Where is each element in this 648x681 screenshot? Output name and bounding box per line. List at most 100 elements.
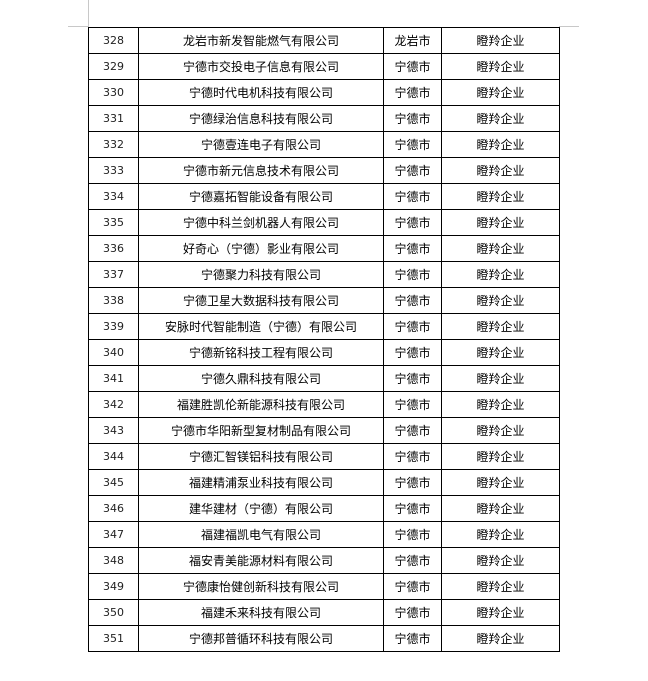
table-row: 345 福建精浦泵业科技有限公司 宁德市 瞪羚企业 (88, 469, 560, 496)
city: 宁德市 (383, 131, 442, 158)
category: 瞪羚企业 (441, 261, 560, 288)
company-name: 宁德时代电机科技有限公司 (138, 79, 384, 106)
category: 瞪羚企业 (441, 235, 560, 262)
city: 宁德市 (383, 287, 442, 314)
row-number: 349 (88, 573, 139, 600)
table-row: 346 建华建材（宁德）有限公司 宁德市 瞪羚企业 (88, 495, 560, 522)
company-name: 福建精浦泵业科技有限公司 (138, 469, 384, 496)
city: 宁德市 (383, 625, 442, 652)
category: 瞪羚企业 (441, 287, 560, 314)
row-number: 350 (88, 599, 139, 626)
table-row: 331 宁德绿治信息科技有限公司 宁德市 瞪羚企业 (88, 105, 560, 132)
row-number: 351 (88, 625, 139, 652)
category: 瞪羚企业 (441, 157, 560, 184)
row-number: 335 (88, 209, 139, 236)
table-row: 338 宁德卫星大数据科技有限公司 宁德市 瞪羚企业 (88, 287, 560, 314)
table-row: 332 宁德壹连电子有限公司 宁德市 瞪羚企业 (88, 131, 560, 158)
row-number: 334 (88, 183, 139, 210)
company-name: 宁德聚力科技有限公司 (138, 261, 384, 288)
category: 瞪羚企业 (441, 105, 560, 132)
table-row: 339 安脉时代智能制造（宁德）有限公司 宁德市 瞪羚企业 (88, 313, 560, 340)
company-name: 宁德邦普循环科技有限公司 (138, 625, 384, 652)
city: 宁德市 (383, 417, 442, 444)
company-name: 宁德卫星大数据科技有限公司 (138, 287, 384, 314)
city: 宁德市 (383, 391, 442, 418)
row-number: 338 (88, 287, 139, 314)
city: 宁德市 (383, 365, 442, 392)
crop-mark (88, 0, 89, 27)
category: 瞪羚企业 (441, 79, 560, 106)
row-number: 344 (88, 443, 139, 470)
row-number: 347 (88, 521, 139, 548)
table-row: 342 福建胜凯伦新能源科技有限公司 宁德市 瞪羚企业 (88, 391, 560, 418)
table-row: 334 宁德嘉拓智能设备有限公司 宁德市 瞪羚企业 (88, 183, 560, 210)
category: 瞪羚企业 (441, 521, 560, 548)
company-name: 福建福凯电气有限公司 (138, 521, 384, 548)
row-number: 348 (88, 547, 139, 574)
category: 瞪羚企业 (441, 599, 560, 626)
city: 宁德市 (383, 313, 442, 340)
company-name: 龙岩市新发智能燃气有限公司 (138, 27, 384, 54)
category: 瞪羚企业 (441, 53, 560, 80)
company-name: 福建禾来科技有限公司 (138, 599, 384, 626)
table-row: 329 宁德市交投电子信息有限公司 宁德市 瞪羚企业 (88, 53, 560, 80)
city: 宁德市 (383, 443, 442, 470)
row-number: 339 (88, 313, 139, 340)
category: 瞪羚企业 (441, 573, 560, 600)
city: 宁德市 (383, 547, 442, 574)
company-name: 福建胜凯伦新能源科技有限公司 (138, 391, 384, 418)
city: 宁德市 (383, 235, 442, 262)
table-row: 348 福安青美能源材料有限公司 宁德市 瞪羚企业 (88, 547, 560, 574)
category: 瞪羚企业 (441, 417, 560, 444)
table-row: 337 宁德聚力科技有限公司 宁德市 瞪羚企业 (88, 261, 560, 288)
table-row: 333 宁德市新元信息技术有限公司 宁德市 瞪羚企业 (88, 157, 560, 184)
city: 宁德市 (383, 157, 442, 184)
row-number: 346 (88, 495, 139, 522)
table-row: 330 宁德时代电机科技有限公司 宁德市 瞪羚企业 (88, 79, 560, 106)
table-row: 349 宁德康怡健创新科技有限公司 宁德市 瞪羚企业 (88, 573, 560, 600)
category: 瞪羚企业 (441, 469, 560, 496)
city: 宁德市 (383, 495, 442, 522)
category: 瞪羚企业 (441, 209, 560, 236)
table-row: 340 宁德新铭科技工程有限公司 宁德市 瞪羚企业 (88, 339, 560, 366)
category: 瞪羚企业 (441, 365, 560, 392)
category: 瞪羚企业 (441, 183, 560, 210)
row-number: 341 (88, 365, 139, 392)
city: 宁德市 (383, 599, 442, 626)
company-name: 好奇心（宁德）影业有限公司 (138, 235, 384, 262)
category: 瞪羚企业 (441, 313, 560, 340)
table-row: 336 好奇心（宁德）影业有限公司 宁德市 瞪羚企业 (88, 235, 560, 262)
table-row: 347 福建福凯电气有限公司 宁德市 瞪羚企业 (88, 521, 560, 548)
row-number: 342 (88, 391, 139, 418)
table-row: 351 宁德邦普循环科技有限公司 宁德市 瞪羚企业 (88, 625, 560, 652)
row-number: 343 (88, 417, 139, 444)
table-row: 341 宁德久鼎科技有限公司 宁德市 瞪羚企业 (88, 365, 560, 392)
table-row: 335 宁德中科兰剑机器人有限公司 宁德市 瞪羚企业 (88, 209, 560, 236)
company-name: 安脉时代智能制造（宁德）有限公司 (138, 313, 384, 340)
enterprise-table: 328 龙岩市新发智能燃气有限公司 龙岩市 瞪羚企业 329 宁德市交投电子信息有限公司宁… (88, 27, 560, 652)
row-number: 345 (88, 469, 139, 496)
company-name: 宁德市交投电子信息有限公司 (138, 53, 384, 80)
city: 宁德市 (383, 521, 442, 548)
city: 宁德市 (383, 261, 442, 288)
row-number: 333 (88, 157, 139, 184)
company-name: 宁德绿治信息科技有限公司 (138, 105, 384, 132)
city: 宁德市 (383, 339, 442, 366)
category: 瞪羚企业 (441, 625, 560, 652)
city: 宁德市 (383, 183, 442, 210)
city: 宁德市 (383, 573, 442, 600)
table-row: 350 福建禾来科技有限公司 宁德市 瞪羚企业 (88, 599, 560, 626)
row-number: 332 (88, 131, 139, 158)
category: 瞪羚企业 (441, 443, 560, 470)
company-name: 宁德中科兰剑机器人有限公司 (138, 209, 384, 236)
company-name: 宁德新铭科技工程有限公司 (138, 339, 384, 366)
row-number: 328 (88, 27, 139, 54)
table-row: 344 宁德汇智镁铝科技有限公司 宁德市 瞪羚企业 (88, 443, 560, 470)
table-row: 328 龙岩市新发智能燃气有限公司 龙岩市 瞪羚企业 (88, 27, 560, 54)
city: 宁德市 (383, 79, 442, 106)
company-name: 宁德嘉拓智能设备有限公司 (138, 183, 384, 210)
company-name: 宁德市新元信息技术有限公司 (138, 157, 384, 184)
company-name: 宁德汇智镁铝科技有限公司 (138, 443, 384, 470)
row-number: 330 (88, 79, 139, 106)
